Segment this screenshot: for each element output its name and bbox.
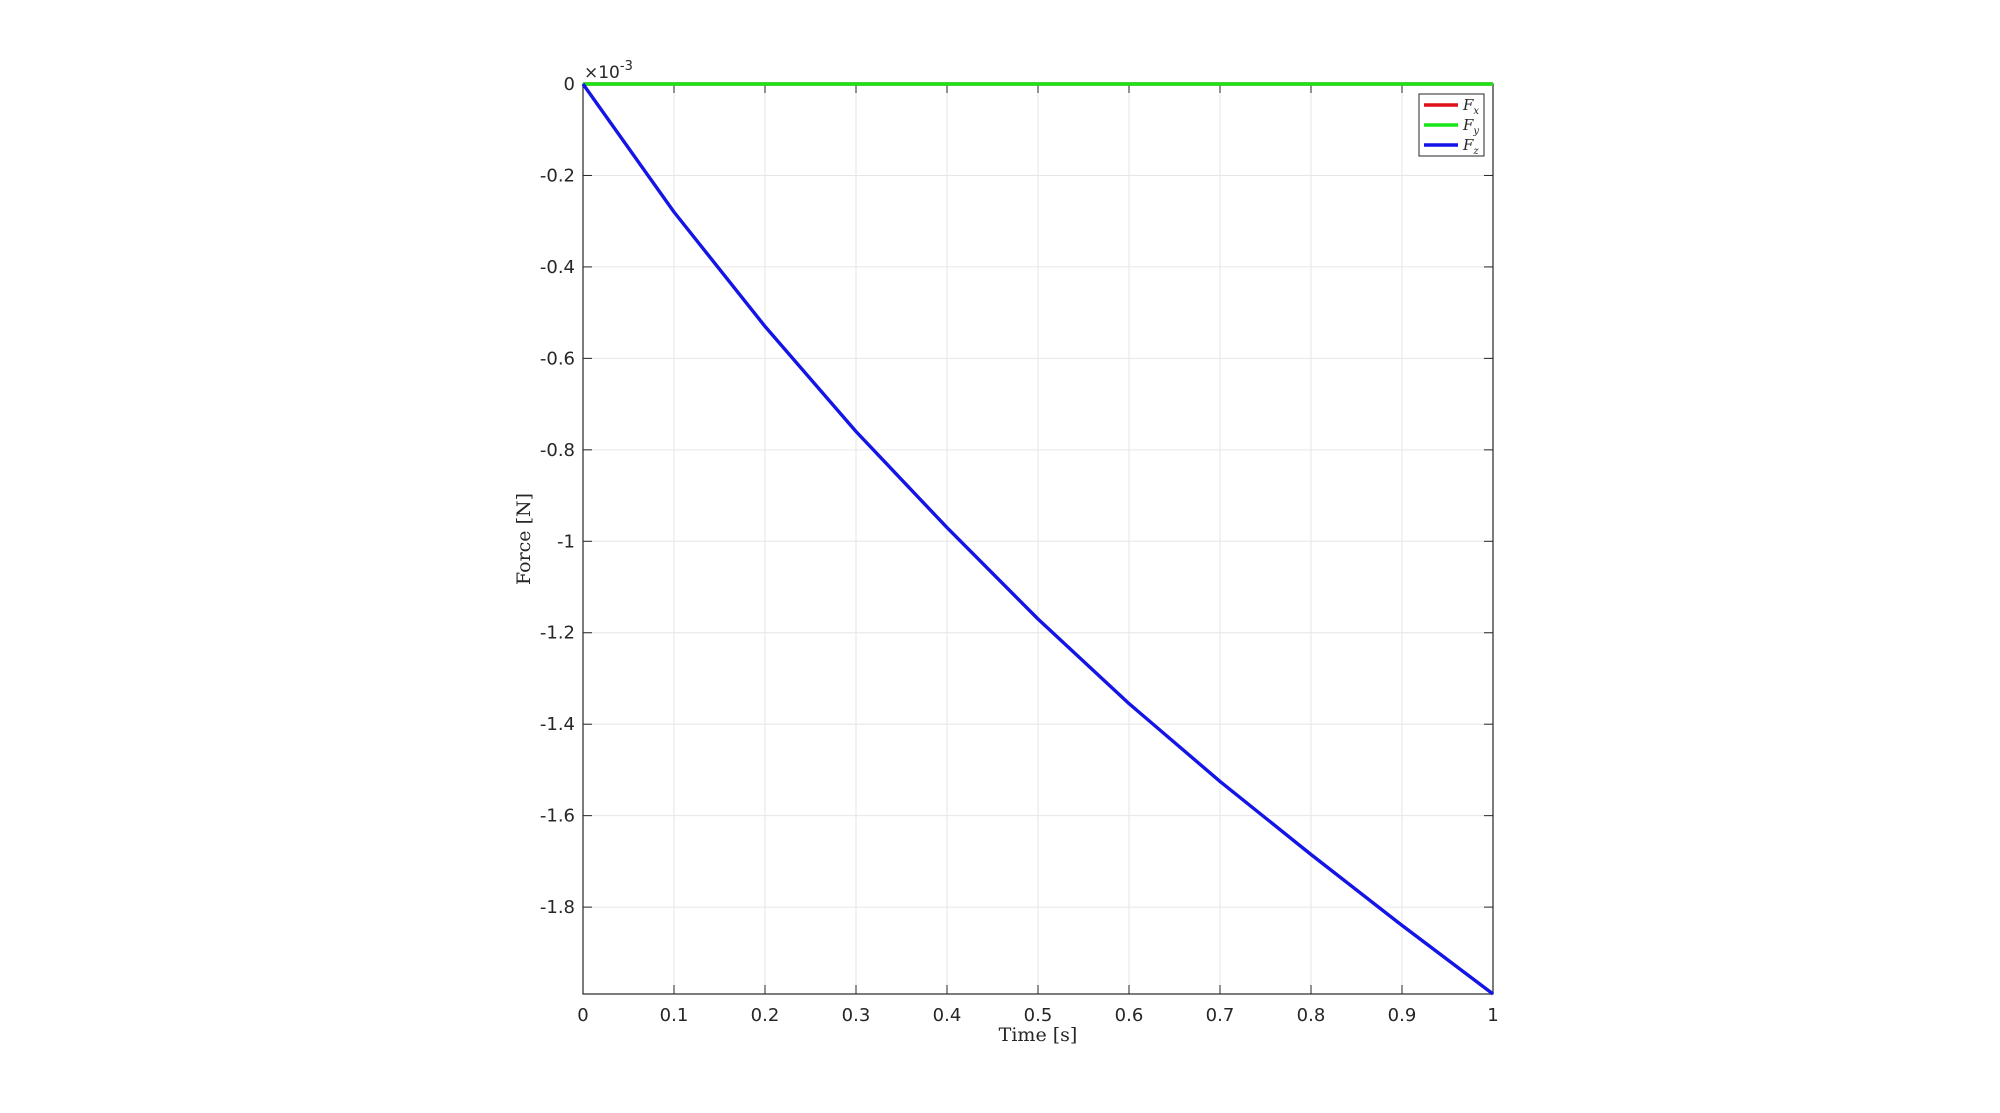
tick-labels: 0 0.1 0.2 0.3 0.4 0.5 0.6 0.7 0.8 0.9 1 0 -0.2 -0.4 -0… [540, 74, 1499, 1026]
y-tick-label: -0.4 [540, 257, 575, 278]
y-tick-label: -0.8 [540, 440, 575, 461]
x-tick-label: 0.7 [1206, 1005, 1235, 1026]
x-tick-label: 0.2 [751, 1005, 780, 1026]
legend-label-fz: Fz [1462, 136, 1479, 157]
x-tick-label: 0.3 [842, 1005, 871, 1026]
y-tick-label: -1.8 [540, 897, 575, 918]
x-tick-label: 0.4 [933, 1005, 962, 1026]
y-tick-label: -1.4 [540, 714, 575, 735]
y-axis-exponent: ×10-3 [584, 59, 633, 83]
x-tick-label: 1 [1487, 1005, 1498, 1026]
y-tick-label: -0.2 [540, 165, 575, 186]
legend-label-fx: Fx [1462, 96, 1479, 117]
y-axis-label: Force [N] [513, 493, 535, 585]
x-tick-label: 0.5 [1024, 1005, 1053, 1026]
x-tick-label: 0.9 [1388, 1005, 1417, 1026]
y-tick-label: 0 [564, 74, 575, 95]
legend-label-fy: Fy [1462, 116, 1479, 137]
x-tick-label: 0.1 [660, 1005, 689, 1026]
x-tick-label: 0.8 [1297, 1005, 1326, 1026]
x-axis-label: Time [s] [999, 1024, 1078, 1046]
series-lines [581, 82, 1495, 996]
x-tick-label: 0 [577, 1005, 588, 1026]
x-tick-label: 0.6 [1115, 1005, 1144, 1026]
y-tick-label: -1.6 [540, 806, 575, 827]
grid-lines [582, 83, 1494, 994]
y-tick-label: -1.2 [540, 623, 575, 644]
series-line-fz [581, 83, 1495, 996]
y-tick-label: -1 [557, 531, 575, 552]
y-tick-label: -0.6 [540, 348, 575, 369]
